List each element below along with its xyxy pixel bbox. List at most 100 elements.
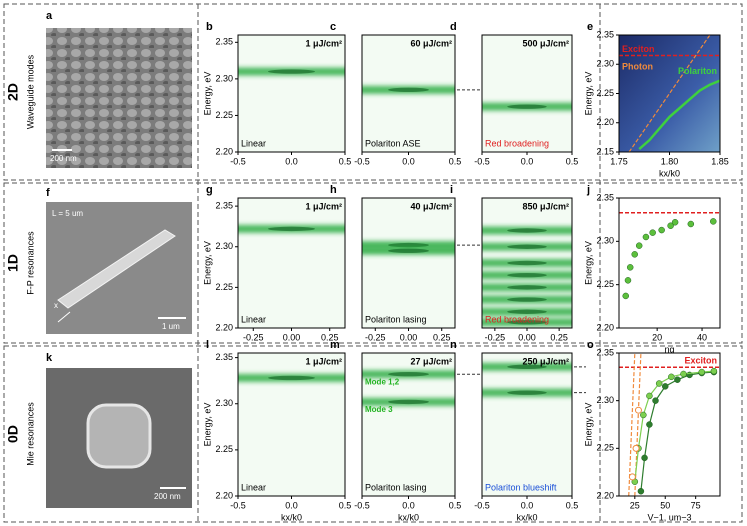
data-point [626,264,634,271]
row-subtitle: Waveguide modes [25,54,35,129]
data-point [631,251,638,258]
data-point [652,397,659,404]
panel-letter: b [206,21,213,33]
y-tick-label: 2.35 [215,352,233,362]
x-tick-label: 0.25 [550,332,568,342]
panel-letter: g [206,184,213,196]
band-core [507,364,547,370]
y-axis-label: Energy, eV [202,403,212,447]
band-core [507,260,547,266]
fluence: 1 μJ/cm² [305,356,342,366]
data-point [661,383,669,390]
band-core [507,104,547,109]
plot-content [362,353,455,496]
plot-content [238,353,345,496]
data-point [632,444,640,452]
x-tick-label: 75 [691,500,701,510]
data-point [649,229,656,236]
caption: Linear [241,138,266,148]
data-point [641,454,648,462]
panel-letter: c [330,21,336,33]
panel: -0.25 0.00 0.25 i 850 μJ/cm² Red broadening [450,184,573,342]
fluence: 60 μJ/cm² [410,38,452,48]
scale-label: 1 um [162,322,180,331]
image-a: a 200 nm [46,10,192,168]
y-tick-label: 2.30 [215,398,233,408]
x-tick-label: 0.25 [433,332,451,342]
data-point [687,220,695,228]
sem-image [46,28,192,168]
plot-content [482,198,572,328]
y-axis-label: Energy, eV [583,72,593,116]
x-tick-label: 1.85 [711,156,729,166]
x-tick-label: -0.5 [474,156,490,166]
caption: Polariton blueshift [485,482,557,492]
image-f: f L = 5 um 1 um x [46,187,192,334]
y-tick-label: 2.20 [596,490,614,500]
data-point [658,226,665,234]
series-line [638,79,720,151]
y-tick-label: 2.20 [215,322,233,332]
y-tick-label: 2.20 [596,322,614,332]
background-glow [238,35,345,152]
fluence: 40 μJ/cm² [410,201,452,211]
line-label: Exciton [684,356,717,366]
x-tick-label: 0.0 [402,156,415,166]
band-core [507,228,547,233]
x-tick-label: 0.0 [521,156,534,166]
panel: Mode 1,2 Mode 3 -0.5 0.0 0.5 kx/k0 m 27 μJ/cm² P… [330,339,461,522]
fluence: 1 μJ/cm² [305,38,342,48]
line-label: Photon [622,61,653,71]
panel-letter: j [586,184,590,196]
band-core [267,375,316,381]
y-tick-label: 2.30 [596,59,614,69]
y-tick-label: 2.35 [596,29,614,39]
fluence: 1 μJ/cm² [305,201,342,211]
band-core [388,399,429,405]
x-tick-label: 0.0 [402,500,415,510]
background-glow [482,35,572,152]
panel-letter: h [330,184,337,196]
x-tick-label: -0.25 [365,332,386,342]
caption: Red broadening [485,314,549,324]
x-axis-label: kx/k0 [281,512,302,522]
scale-label: 200 nm [50,154,77,163]
caption: Linear [241,314,266,324]
fluence: 500 μJ/cm² [522,38,569,48]
plot-frame [618,352,721,497]
data-point [640,411,647,419]
band-core [507,272,547,278]
x-tick-label: 20 [652,332,662,342]
x-tick-label: 0.00 [518,332,536,342]
background-glow [238,198,345,328]
y-tick-label: 2.30 [596,236,614,246]
x-tick-label: -0.5 [474,500,490,510]
row-subtitle: F-P resonances [25,231,35,295]
y-tick-label: 2.35 [215,37,233,47]
fluence: 27 μJ/cm² [410,356,452,366]
image-note: L = 5 um [52,209,83,218]
y-tick-label: 2.30 [215,241,233,251]
panel-letter: i [450,184,453,196]
x-axis-label: V−1, um−3 [647,512,691,522]
data-point [674,376,681,383]
x-tick-label: 0.5 [339,156,352,166]
panel-letter: m [330,339,340,351]
y-tick-label: 2.25 [215,444,233,454]
panel-letter: o [587,339,594,351]
panel-letter: l [206,339,209,351]
row-label: 2D [5,83,21,101]
x-tick-label: 25 [630,500,640,510]
y-axis-label: Energy, eV [202,72,212,116]
data-point [646,392,653,400]
plot-content [482,353,572,496]
data-point [680,370,687,378]
band-core [507,309,547,314]
y-tick-label: 2.25 [596,443,614,453]
y-tick-label: 2.35 [596,192,614,202]
x-tick-label: 40 [697,332,707,342]
y-tick-label: 2.25 [215,282,233,292]
plot-area [619,198,720,328]
panel: -0.5 0.0 0.5 c 60 μJ/cm² Polariton ASE [330,21,461,166]
nanowire [57,229,176,309]
